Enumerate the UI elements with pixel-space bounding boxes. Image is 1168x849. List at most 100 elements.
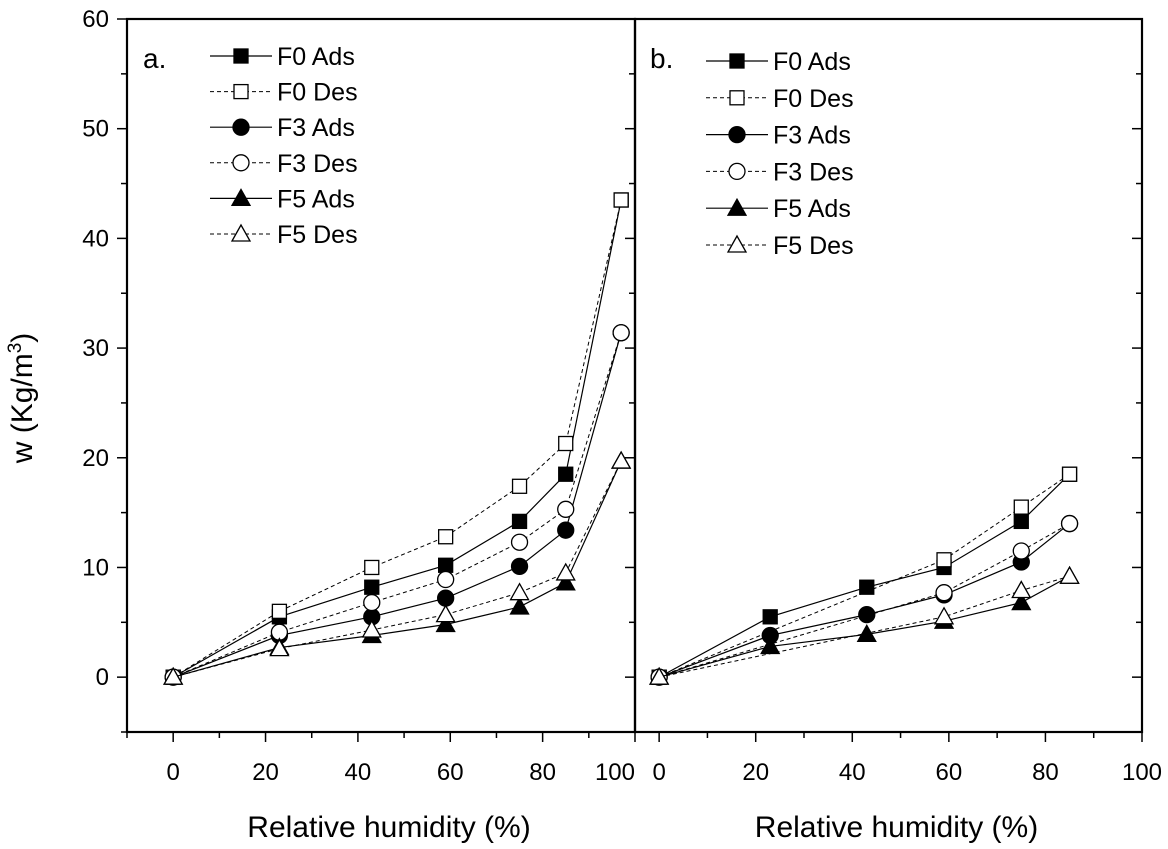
y-axis-label-close: ) [6,333,39,343]
y-tick-label: 40 [82,225,109,252]
data-point [438,557,454,573]
data-point [1061,466,1078,482]
data-point [1013,513,1029,530]
legend-label: F3 Des [277,150,358,178]
legend-marker [233,83,249,100]
y-tick-label: 20 [82,445,109,472]
legend-label: F5 Ads [277,185,355,213]
x-tick-label: 60 [936,759,963,786]
series-line [658,575,1070,678]
legend-item: F5 Des [210,221,358,249]
data-point [435,614,456,633]
series-f0-des [651,466,1078,685]
legend-label: F0 Ads [773,48,851,76]
data-point [364,579,380,595]
data-point [555,562,576,581]
legend-item: F3 Ads [706,122,851,150]
series-line [659,575,1070,678]
panel-label: b. [650,43,673,74]
legend-marker [232,154,250,172]
plot-frame [633,17,1144,734]
data-point [364,559,380,576]
data-point [1059,565,1080,584]
data-point [1011,592,1032,611]
data-point [511,478,528,494]
data-point [612,324,630,342]
series-line [173,460,622,678]
legend-label: F5 Des [277,221,358,249]
legend-marker [729,53,745,69]
data-point [510,557,529,576]
series-line [658,523,1070,678]
legend-label: F0 Des [773,85,854,113]
data-point [1013,499,1029,515]
data-point [163,666,184,685]
panel-b: 0 20 40 60 80 100 Relative humidity (%) b. F0 Ad… [633,17,1162,844]
data-point [936,552,952,568]
legend-marker [230,223,252,242]
legend-label: F5 Des [773,232,854,260]
data-point [269,638,290,657]
x-axis-label: Relative humidity (%) [755,811,1038,844]
series-f5-des [163,450,632,685]
x-tick-label: 40 [839,759,866,786]
legend-item: F3 Des [210,150,358,178]
legend-item: F3 Ads [210,114,355,142]
legend-marker [728,125,746,144]
series-line [659,523,1070,678]
data-point [510,533,529,551]
x-tick-label: 20 [252,759,279,786]
data-point [437,570,455,589]
panel-a: 0 20 40 60 80 100 0 10 20 30 40 50 60 Relative humidi… [82,6,637,844]
data-point [649,666,670,685]
data-point [555,572,576,591]
legend-item: F5 Ads [210,185,355,213]
x-tick-label: 0 [652,759,665,786]
data-point [613,192,629,208]
data-point [1012,542,1030,560]
legend-marker [728,162,746,181]
series-line [173,460,622,678]
series-line [172,332,622,678]
series-f3-des [650,514,1079,686]
data-point [509,582,530,601]
data-point [558,435,574,452]
legend-item: F5 Ads [706,195,851,223]
y-tick-label: 60 [82,6,109,33]
legend-label: F5 Ads [773,195,851,223]
y-axis-label-main: w (Kg/m [6,353,39,464]
x-tick-label: 100 [1122,759,1162,786]
legend: F0 Ads F0 Des F3 Ads F3 Des F5 Ads F5 Des [706,48,854,260]
data-point [611,450,632,469]
legend-marker [726,197,748,216]
x-tick-label: 0 [167,759,180,786]
series-f3-ads [650,514,1079,686]
svg-text:w (Kg/m3): w (Kg/m3) [5,333,39,465]
y-axis-label: w (Kg/m3) [5,333,39,465]
data-point [437,589,455,607]
legend-marker [230,188,252,207]
x-tick-label: 80 [1032,759,1059,786]
data-point [438,529,454,545]
legend-label: F3 Des [773,158,854,186]
legend-label: F3 Ads [277,114,355,142]
data-point [363,593,381,612]
x-tick-label: 20 [742,759,769,786]
series-line [172,199,622,678]
series-line [172,332,622,678]
legend-label: F0 Ads [277,43,355,71]
data-point [1011,580,1032,599]
data-point [933,606,955,625]
legend: F0 Ads F0 Des F3 Ads F3 Des F5 Ads F5 Des [210,43,358,249]
legend-marker [726,234,748,253]
x-tick-label: 100 [595,759,635,786]
legend-marker [233,48,249,64]
series-f5-ads [163,450,632,685]
data-point [557,500,575,518]
data-point [858,605,876,624]
y-tick-label: 30 [82,335,109,362]
x-axis-label: Relative humidity (%) [247,811,530,844]
series-f3-des [164,324,630,686]
data-point [762,609,778,625]
